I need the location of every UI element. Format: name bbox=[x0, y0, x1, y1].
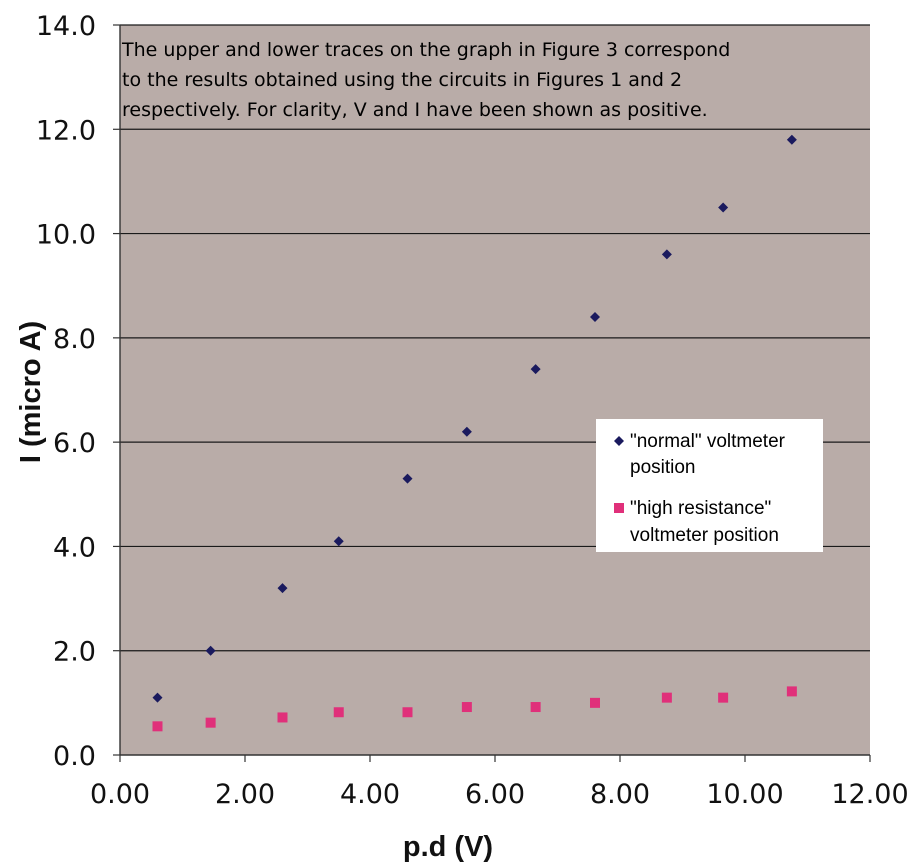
point-normal-2 bbox=[277, 583, 288, 594]
x-tick-label-6: 12.00 bbox=[831, 779, 908, 810]
point-high-resistance-10 bbox=[786, 686, 797, 697]
point-normal-1 bbox=[205, 645, 216, 656]
point-high-resistance-5 bbox=[461, 702, 472, 713]
x-tick-label-4: 8.00 bbox=[590, 779, 650, 810]
legend-marker-high bbox=[614, 503, 624, 513]
point-high-resistance-8 bbox=[661, 692, 672, 703]
point-high-resistance-9 bbox=[718, 692, 729, 703]
point-high-resistance-1 bbox=[205, 717, 216, 728]
y-tick-labels: 0.0 2.0 4.0 6.0 8.0 10.0 12.0 14.0 bbox=[36, 11, 96, 772]
y-tick-label-5: 10.0 bbox=[36, 220, 96, 251]
plot-area bbox=[120, 25, 870, 755]
annotation-line-3: respectively. For clarity, V and I have … bbox=[122, 99, 708, 121]
legend-label-high-line2: voltmeter position bbox=[630, 525, 779, 546]
point-high-resistance-7 bbox=[590, 697, 600, 708]
x-tick-label-5: 10.00 bbox=[706, 779, 783, 810]
y-tick-label-2: 4.0 bbox=[53, 532, 96, 563]
legend: "normal" voltmeter position "high resist… bbox=[596, 419, 823, 552]
x-tick-label-2: 4.00 bbox=[340, 779, 400, 810]
point-normal-10 bbox=[786, 134, 797, 145]
point-high-resistance-4 bbox=[402, 707, 413, 718]
annotation-line-1: The upper and lower traces on the graph … bbox=[122, 39, 731, 61]
y-tick-label-6: 12.0 bbox=[36, 115, 96, 146]
x-tick-labels: 0.00 2.00 4.00 6.00 8.00 10.00 12.00 bbox=[90, 779, 908, 810]
x-tick-label-1: 2.00 bbox=[215, 779, 275, 810]
y-axis-title: I (micro A) bbox=[15, 321, 47, 463]
legend-label-high-line1: "high resistance" bbox=[630, 498, 771, 519]
legend-label-normal-line1: "normal" voltmeter bbox=[630, 431, 786, 452]
point-normal-6 bbox=[530, 364, 541, 375]
data-points bbox=[152, 134, 797, 732]
y-tick-label-7: 14.0 bbox=[36, 11, 96, 42]
y-tick-label-4: 8.0 bbox=[53, 324, 96, 355]
x-axis-title: p.d (V) bbox=[403, 831, 493, 863]
point-normal-7 bbox=[590, 312, 600, 322]
axes bbox=[113, 24, 871, 762]
x-tick-label-0: 0.00 bbox=[90, 779, 150, 810]
x-tick-label-3: 6.00 bbox=[465, 779, 525, 810]
y-tick-label-0: 0.0 bbox=[53, 741, 96, 772]
point-normal-0 bbox=[152, 692, 163, 703]
point-high-resistance-0 bbox=[152, 721, 163, 732]
point-normal-3 bbox=[333, 536, 344, 547]
point-normal-9 bbox=[718, 202, 729, 213]
legend-label-normal-line2: position bbox=[630, 457, 696, 478]
legend-marker-normal bbox=[614, 436, 624, 446]
point-normal-4 bbox=[402, 473, 413, 484]
annotation-line-2: to the results obtained using the circui… bbox=[122, 69, 683, 91]
legend-box bbox=[596, 419, 823, 552]
y-tick-label-3: 6.0 bbox=[53, 428, 96, 459]
gridlines bbox=[120, 24, 870, 652]
point-high-resistance-2 bbox=[277, 712, 288, 723]
point-normal-8 bbox=[661, 249, 672, 260]
y-tick-label-1: 2.0 bbox=[53, 637, 96, 668]
point-normal-5 bbox=[461, 426, 472, 437]
point-high-resistance-6 bbox=[530, 702, 541, 713]
point-high-resistance-3 bbox=[333, 707, 344, 718]
